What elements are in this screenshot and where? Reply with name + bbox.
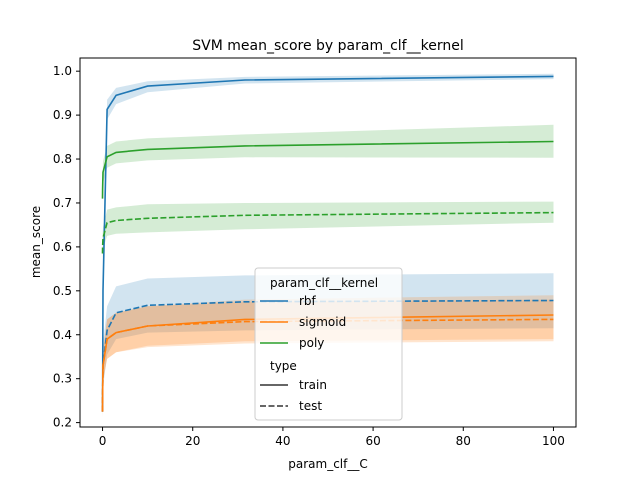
confidence-bands <box>102 73 554 419</box>
legend-label-rbf: rbf <box>299 294 317 308</box>
band-rbf-test <box>102 273 554 419</box>
plot-frame <box>79 57 577 428</box>
x-axis-ticks: 0 20 40 60 80 100 <box>99 427 565 448</box>
band-sigmoid-train <box>102 295 554 419</box>
y-tick-label: 0.9 <box>53 108 72 122</box>
y-axis-ticks: 0.2 0.3 0.4 0.5 0.6 0.7 0.8 0.9 1.0 <box>53 64 80 430</box>
y-tick-label: 0.6 <box>53 240 72 254</box>
y-axis-label: mean_score <box>29 206 43 278</box>
line-poly-train <box>101 140 554 199</box>
x-tick-label: 80 <box>456 434 471 448</box>
line-sigmoid-test <box>101 318 554 412</box>
legend-hue-title: param_clf__kernel <box>270 276 378 290</box>
legend-label-sigmoid: sigmoid <box>299 315 346 329</box>
y-tick-label: 0.8 <box>53 152 72 166</box>
y-tick-label: 0.2 <box>53 416 72 430</box>
y-tick-label: 0.7 <box>53 196 72 210</box>
x-tick-label: 20 <box>185 434 200 448</box>
band-poly-test <box>102 201 554 265</box>
legend-hue-entries: rbf sigmoid poly <box>260 294 346 350</box>
legend-label-poly: poly <box>299 336 324 350</box>
legend-frame <box>254 267 403 421</box>
x-tick-label: 0 <box>99 434 107 448</box>
series-lines <box>101 75 554 412</box>
chart-title: SVM mean_score by param_clf__kernel <box>192 38 463 54</box>
legend: param_clf__kernel rbf sigmoid poly type tr… <box>254 267 403 421</box>
y-tick-label: 1.0 <box>53 64 72 78</box>
y-tick-label: 0.3 <box>53 372 72 386</box>
legend-style-title: type <box>270 359 297 373</box>
line-poly-test <box>101 211 554 254</box>
y-tick-label: 0.5 <box>53 284 72 298</box>
x-axis-label: param_clf__C <box>288 457 367 471</box>
y-tick-label: 0.4 <box>53 328 72 342</box>
x-tick-label: 100 <box>542 434 565 448</box>
band-poly-train <box>102 124 554 208</box>
legend-style-entries: train test <box>260 378 327 413</box>
band-sigmoid-test <box>102 299 554 419</box>
legend-label-test: test <box>299 399 322 413</box>
legend-label-train: train <box>299 378 327 392</box>
x-tick-label: 60 <box>365 434 380 448</box>
x-tick-label: 40 <box>275 434 290 448</box>
